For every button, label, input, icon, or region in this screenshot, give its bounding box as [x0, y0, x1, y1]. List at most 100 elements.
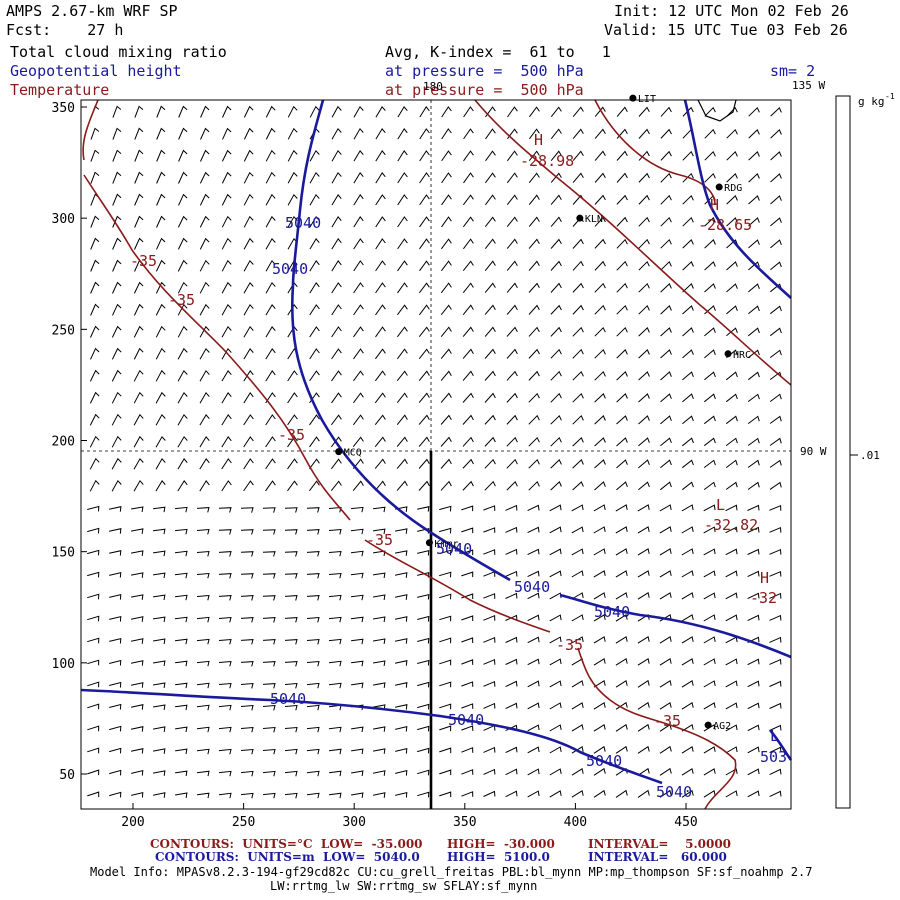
- wind-barb: [306, 638, 320, 645]
- wind-barb: [441, 238, 452, 250]
- wind-barb: [572, 194, 584, 205]
- wind-barb: [133, 457, 144, 470]
- wind-barb: [769, 570, 782, 577]
- wind-barb: [769, 614, 782, 621]
- wind-barb: [616, 304, 628, 315]
- wind-barb: [528, 458, 540, 469]
- wind-barb: [134, 215, 144, 228]
- wind-barb: [659, 526, 672, 534]
- colorbar-tick: .01: [860, 449, 880, 462]
- wind-barb: [331, 238, 342, 250]
- wind-barb: [638, 216, 650, 227]
- wind-barb: [87, 571, 100, 578]
- wind-barb: [109, 791, 122, 798]
- wind-barb: [704, 106, 716, 117]
- wind-barb: [112, 215, 122, 228]
- wind-barb: [527, 570, 540, 578]
- wind-barb: [397, 216, 408, 228]
- wind-barb: [615, 723, 628, 732]
- wind-barb: [660, 415, 672, 425]
- wind-barb: [373, 528, 386, 535]
- wind-barb: [353, 414, 364, 426]
- wind-barb: [240, 551, 254, 557]
- y-tick-label: 50: [59, 768, 75, 783]
- wind-barb: [309, 370, 320, 382]
- wind-barb: [483, 527, 496, 533]
- wind-barb: [262, 573, 276, 579]
- wind-barb: [638, 459, 650, 469]
- wind-barb: [396, 436, 408, 447]
- wind-barb: [747, 658, 760, 666]
- wind-barb: [222, 105, 232, 118]
- wind-barb: [549, 702, 562, 710]
- wind-barb: [177, 480, 188, 492]
- wind-barb: [353, 105, 364, 118]
- wind-barb: [527, 592, 540, 600]
- wind-barb: [594, 326, 606, 337]
- wind-barb: [505, 526, 518, 533]
- wind-barb: [196, 572, 210, 579]
- wind-barb: [571, 636, 584, 644]
- height-label: 5040: [586, 752, 622, 770]
- wind-barb: [419, 260, 430, 272]
- wind-barb: [549, 724, 562, 732]
- temp-label: -35: [278, 426, 305, 444]
- wind-barb: [130, 748, 144, 754]
- wind-barb: [351, 726, 364, 733]
- wind-barb: [747, 614, 760, 622]
- wind-barb: [704, 283, 716, 293]
- wind-barb: [199, 193, 210, 206]
- wind-barb: [506, 282, 518, 293]
- wind-barb: [637, 701, 650, 710]
- wind-barb: [769, 327, 782, 337]
- wind-barb: [703, 415, 716, 425]
- wind-barb: [659, 658, 672, 666]
- wind-barb: [417, 637, 430, 644]
- y-tick-label: 200: [52, 435, 75, 450]
- wind-barb: [221, 237, 232, 250]
- wind-barb: [243, 414, 254, 426]
- wind-barb: [506, 194, 518, 206]
- wind-barb: [309, 458, 320, 470]
- wind-barb: [725, 526, 738, 534]
- wind-barb: [616, 260, 628, 271]
- wind-barb: [747, 526, 760, 533]
- wind-barb: [287, 436, 298, 448]
- y-tick-label: 300: [52, 212, 75, 227]
- wind-barb: [133, 281, 144, 294]
- height-contour-high: HIGH= 5100.0: [447, 850, 550, 864]
- model-info: Model Info: MPASv8.2.3-194-gf29cd82c CU:…: [90, 865, 813, 879]
- wind-barb: [373, 572, 386, 579]
- colorbar-unit-exp: -1: [885, 92, 895, 101]
- wind-barb: [550, 414, 562, 425]
- wind-barb: [549, 526, 562, 534]
- wind-barb: [417, 703, 430, 710]
- temp-contour-info: CONTOURS: UNITS=°C LOW= -35.000: [150, 837, 423, 851]
- wind-barb: [550, 348, 562, 359]
- wind-barb: [156, 105, 166, 118]
- wind-barb: [396, 392, 408, 404]
- wind-barb: [638, 238, 650, 249]
- wind-barb: [704, 327, 716, 337]
- wind-barb: [419, 304, 430, 316]
- wind-barb: [660, 260, 672, 271]
- wind-barb: [616, 216, 628, 227]
- wind-barb: [196, 770, 210, 777]
- wind-barb: [637, 745, 650, 754]
- wind-barb: [397, 238, 408, 250]
- wind-barb: [615, 504, 628, 512]
- wind-barb: [177, 303, 188, 316]
- wind-barb: [549, 614, 562, 622]
- x-axis-ticks: 200 250 300 350 400 450: [121, 803, 698, 830]
- wind-barb: [594, 393, 606, 403]
- wind-barb: [328, 748, 342, 755]
- y-tick-label: 350: [52, 101, 75, 116]
- wind-barb: [440, 282, 452, 294]
- wind-barb: [659, 767, 672, 776]
- wind-barb: [593, 789, 606, 798]
- temperature-labels: -35 -35 -35 -35 -35 -35: [130, 252, 681, 730]
- wind-barb: [725, 746, 738, 754]
- wind-barb: [506, 216, 518, 228]
- wind-barb: [594, 415, 606, 425]
- wind-barb: [397, 304, 408, 316]
